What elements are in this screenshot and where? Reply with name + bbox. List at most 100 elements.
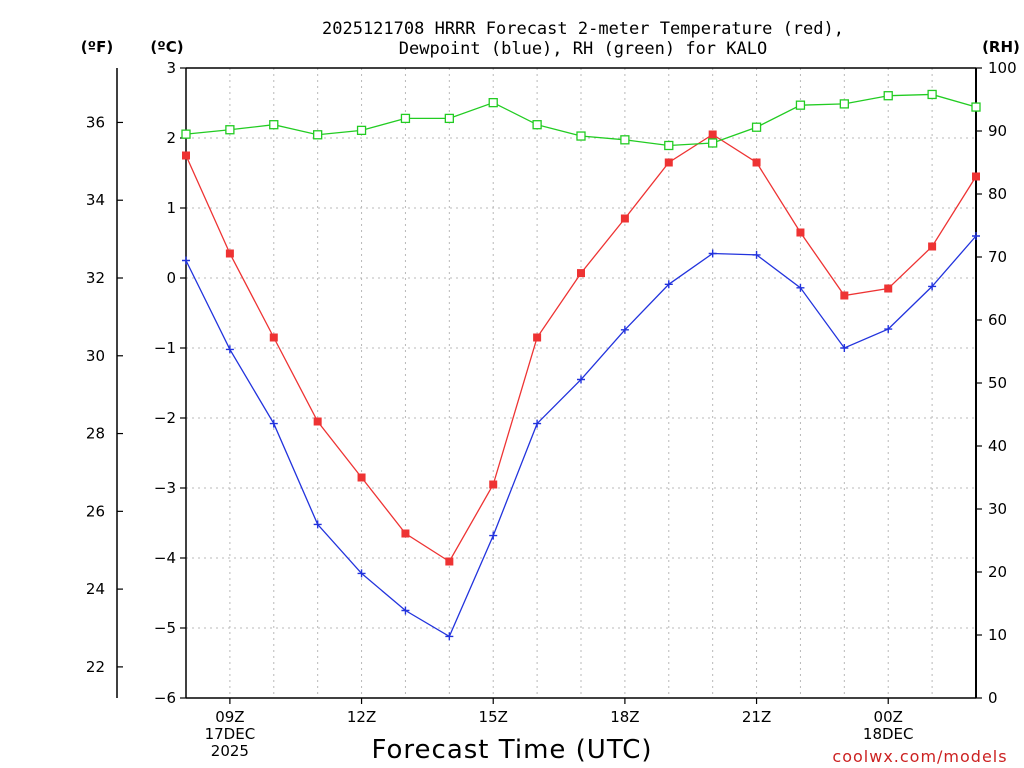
dewpoint-point xyxy=(445,632,454,641)
dewpoint-point xyxy=(577,375,585,384)
rh-point xyxy=(971,102,981,112)
rh-tick-label: 40 xyxy=(988,437,1007,455)
temperature-point xyxy=(796,228,805,237)
rh-point xyxy=(313,130,323,140)
dewpoint-point xyxy=(884,325,893,334)
rh-point xyxy=(225,125,235,135)
temperature-point xyxy=(840,291,849,300)
fahrenheit-tick-label: 36 xyxy=(86,113,105,131)
celsius-tick-label: 0 xyxy=(166,269,176,287)
temperature-point xyxy=(752,158,761,167)
rh-point xyxy=(356,125,367,136)
x-tick-label: 21Z xyxy=(742,708,771,726)
celsius-tick-label: −6 xyxy=(154,689,176,707)
temperature-point xyxy=(313,417,322,426)
rh-series xyxy=(181,89,981,151)
x-tick-label: 18Z xyxy=(610,708,639,726)
dewpoint-point xyxy=(313,520,322,529)
celsius-tick-label: 1 xyxy=(166,199,176,217)
dewpoint-point xyxy=(796,283,805,292)
dewpoint-point xyxy=(357,569,366,578)
temperature-point xyxy=(533,333,542,342)
rh-tick-label: 80 xyxy=(988,185,1007,203)
temperature-point xyxy=(489,480,498,489)
dewpoint-point xyxy=(752,250,761,259)
credit-link[interactable]: coolwx.com/models xyxy=(832,747,1007,766)
rh-point xyxy=(488,98,498,108)
rh-tick-label: 90 xyxy=(988,122,1007,140)
dewpoint-point xyxy=(489,531,498,540)
x-tick-label: 12Z xyxy=(347,708,376,726)
temperature-point xyxy=(401,529,410,538)
fahrenheit-unit-label: (ºF) xyxy=(81,38,113,56)
x-tick-label: 09Z xyxy=(215,708,244,726)
rh-point xyxy=(927,89,937,100)
fahrenheit-tick-label: 24 xyxy=(86,580,105,598)
rh-point xyxy=(532,120,542,130)
dewpoint-point xyxy=(533,419,542,428)
fahrenheit-tick-label: 34 xyxy=(86,191,105,209)
dewpoint-point xyxy=(182,256,190,265)
rh-point xyxy=(883,91,893,101)
rh-point xyxy=(839,99,849,109)
rh-tick-label: 30 xyxy=(988,500,1007,518)
dewpoint-point xyxy=(620,325,629,334)
dewpoint-point xyxy=(708,249,717,258)
dewpoint-point xyxy=(225,345,234,354)
celsius-tick-label: −4 xyxy=(154,549,176,567)
rh-tick-label: 50 xyxy=(988,374,1007,392)
rh-point xyxy=(400,113,411,124)
celsius-unit-label: (ºC) xyxy=(150,38,183,56)
temperature-point xyxy=(972,172,980,181)
x-tick-label: 2025 xyxy=(211,742,249,760)
tick-labels: 3210−1−2−3−4−5−6363432302826242210090807… xyxy=(86,59,1017,760)
rh-tick-label: 60 xyxy=(988,311,1007,329)
celsius-tick-label: 3 xyxy=(166,59,176,77)
rh-tick-label: 20 xyxy=(988,563,1007,581)
rh-point xyxy=(620,135,630,145)
rh-point xyxy=(751,122,762,132)
temperature-point xyxy=(708,130,717,139)
rh-tick-label: 0 xyxy=(988,689,998,707)
celsius-tick-label: −2 xyxy=(154,409,176,427)
fahrenheit-tick-label: 30 xyxy=(86,347,105,365)
chart-title-line-1: 2025121708 HRRR Forecast 2-meter Tempera… xyxy=(322,19,844,39)
rh-point xyxy=(181,129,191,139)
rh-point xyxy=(795,100,806,110)
temperature-point xyxy=(928,242,937,251)
celsius-tick-label: −3 xyxy=(154,479,176,497)
x-tick-label: 00Z xyxy=(874,708,903,726)
dewpoint-point xyxy=(928,282,937,291)
rh-tick-label: 10 xyxy=(988,626,1007,644)
rh-unit-label: (RH) xyxy=(982,38,1020,56)
dewpoint-point xyxy=(840,344,849,352)
x-tick-label: 17DEC xyxy=(205,725,256,743)
celsius-tick-label: −1 xyxy=(154,339,176,357)
temperature-series xyxy=(182,130,980,566)
temperature-point xyxy=(357,473,366,482)
temperature-point xyxy=(445,557,454,566)
chart-title-line-2: Dewpoint (blue), RH (green) for KALO xyxy=(399,39,767,59)
fahrenheit-tick-label: 26 xyxy=(86,502,105,520)
temperature-point xyxy=(269,333,278,342)
x-tick-label: 15Z xyxy=(479,708,508,726)
temperature-point xyxy=(182,151,190,160)
temperature-point xyxy=(620,214,629,223)
rh-point xyxy=(444,113,454,124)
x-tick-label: 18DEC xyxy=(863,725,914,743)
fahrenheit-tick-label: 22 xyxy=(86,658,105,676)
data-series xyxy=(181,89,981,641)
temperature-point xyxy=(225,249,234,258)
temperature-point xyxy=(577,269,585,278)
dewpoint-point xyxy=(972,232,980,240)
fahrenheit-tick-label: 32 xyxy=(86,269,105,287)
temperature-point xyxy=(884,284,893,293)
rh-point xyxy=(664,140,674,151)
axes xyxy=(116,67,982,704)
rh-point xyxy=(708,138,718,148)
rh-tick-label: 70 xyxy=(988,248,1007,266)
fahrenheit-tick-label: 28 xyxy=(86,425,105,443)
temperature-line xyxy=(185,133,977,563)
rh-tick-label: 100 xyxy=(988,59,1017,77)
